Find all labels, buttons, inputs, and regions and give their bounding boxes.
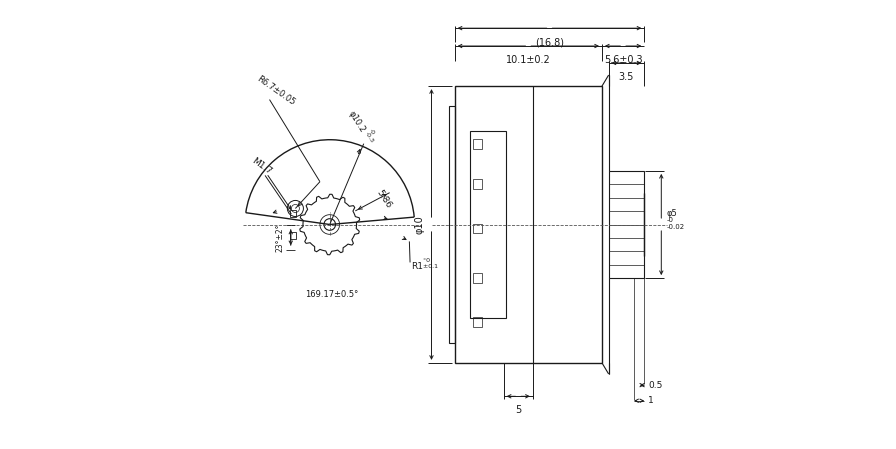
Text: R6.7±0.05: R6.7±0.05 (255, 74, 297, 107)
Text: °0
  ±0.1: °0 ±0.1 (419, 258, 438, 269)
Bar (290, 232, 297, 239)
Bar (473, 273, 482, 282)
Text: φ5: φ5 (667, 209, 677, 218)
Bar (290, 210, 297, 217)
Text: φ10.2: φ10.2 (347, 110, 367, 135)
Bar (473, 317, 482, 327)
Text: M1.7: M1.7 (250, 156, 273, 176)
Text: 3.5: 3.5 (619, 72, 634, 82)
Text: 169.17±0.5°: 169.17±0.5° (306, 290, 358, 299)
Text: -0
-0.3: -0 -0.3 (364, 128, 379, 144)
Bar (473, 224, 482, 233)
Text: 5: 5 (515, 405, 521, 415)
Text: R1: R1 (411, 262, 424, 271)
Text: 5.6±0.3: 5.6±0.3 (604, 55, 642, 65)
Text: 0.5: 0.5 (648, 381, 662, 390)
Bar (608, 171, 644, 278)
Bar (473, 139, 482, 149)
Text: 23°±2°: 23°±2° (275, 223, 284, 252)
Text: -0.02: -0.02 (667, 224, 685, 230)
Text: (16.8): (16.8) (535, 37, 564, 47)
Bar (473, 179, 482, 189)
Text: -0: -0 (667, 217, 674, 223)
Bar (454, 86, 602, 363)
Bar (470, 131, 506, 318)
Text: 1: 1 (648, 396, 654, 405)
Text: 5.86: 5.86 (375, 189, 392, 211)
Text: φ10: φ10 (414, 215, 425, 234)
Text: 10.1±0.2: 10.1±0.2 (506, 55, 551, 65)
Bar (449, 106, 454, 343)
